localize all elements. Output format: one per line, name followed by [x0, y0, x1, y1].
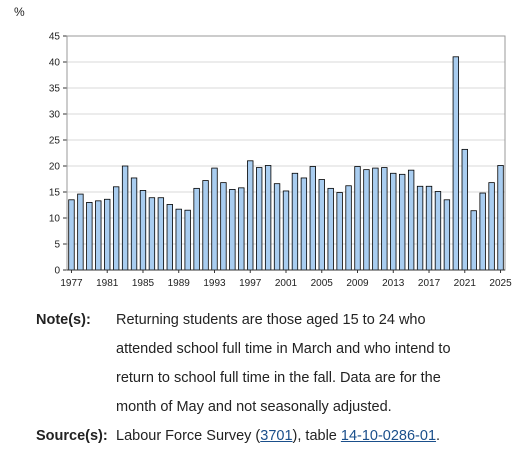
x-tick-label: 2009	[346, 278, 369, 289]
source-post: .	[436, 428, 441, 444]
note-text: Returning students are those aged 15 to …	[116, 306, 506, 422]
bar-1994	[220, 182, 227, 271]
bar-1979	[86, 201, 93, 271]
y-tick-label: 30	[49, 110, 61, 121]
x-tick-label: 2013	[382, 278, 405, 289]
x-tick-label: 1993	[203, 278, 226, 289]
bar-2002	[291, 172, 299, 271]
bar-2004	[309, 166, 316, 271]
y-tick-label: 40	[49, 58, 61, 69]
x-tick-label: 2005	[311, 278, 334, 289]
y-tick-label: 25	[49, 136, 61, 147]
table-link[interactable]: 14-10-0286-01	[340, 428, 437, 444]
bar-1989	[175, 208, 182, 271]
x-tick-label: 2021	[454, 278, 477, 289]
bar-1980	[95, 200, 102, 271]
y-tick-label: 35	[49, 84, 61, 95]
bar-2020	[452, 56, 460, 271]
x-tick-label: 2001	[275, 278, 298, 289]
source-mid: ), table	[292, 428, 341, 444]
bar-1999	[264, 165, 272, 271]
note-line-4: month of May and not seasonally adjusted…	[116, 399, 392, 415]
source-label: Source(s):	[36, 428, 108, 444]
note-label: Note(s):	[36, 312, 91, 328]
bar-2014	[399, 173, 406, 271]
bar-2024	[488, 182, 495, 271]
bar-1993	[211, 167, 218, 271]
bar-1981	[104, 198, 111, 271]
bar-1983	[121, 165, 129, 271]
bar-1991	[193, 187, 200, 271]
bar-1977	[68, 199, 75, 271]
source-text: Labour Force Survey (3701), table 14-10-…	[116, 422, 506, 451]
bar-2007	[336, 192, 343, 271]
bar-2005	[318, 179, 325, 271]
x-tick-label: 1981	[96, 278, 119, 289]
bar-2010	[363, 169, 370, 271]
bar-2003	[300, 177, 308, 271]
note-line-2: attended school full time in March and w…	[116, 341, 451, 357]
bar-1992	[202, 180, 209, 271]
bar-2006	[327, 187, 334, 271]
bar-2019	[443, 199, 451, 271]
x-tick-label: 1985	[132, 278, 155, 289]
bar-1995	[229, 188, 236, 271]
bar-1988	[166, 204, 173, 271]
bar-2001	[282, 190, 290, 271]
y-tick-label: 15	[49, 188, 61, 199]
source-row: Source(s): Labour Force Survey (3701), t…	[36, 422, 506, 451]
bar-2008	[345, 185, 352, 271]
bar-2025	[497, 165, 504, 271]
bar-2023	[479, 192, 486, 271]
y-tick-label: 0	[54, 266, 60, 277]
bar-1996	[238, 187, 245, 271]
bar-1978	[77, 193, 84, 271]
y-unit-label: %	[14, 5, 25, 19]
notes-section: Note(s): Returning students are those ag…	[36, 306, 506, 451]
bar-1997	[247, 160, 254, 271]
bar-1998	[256, 167, 263, 271]
bar-1982	[112, 186, 120, 271]
y-tick-label: 5	[54, 240, 60, 251]
x-tick-label: 2017	[418, 278, 441, 289]
bar-2022	[470, 210, 477, 271]
x-tick-label: 1977	[60, 278, 83, 289]
bar-1985	[139, 190, 147, 271]
y-tick-label: 45	[49, 32, 61, 43]
bar-2009	[354, 166, 361, 271]
note-line-1: Returning students are those aged 15 to …	[116, 312, 426, 328]
y-tick-label: 10	[49, 214, 61, 225]
x-tick-label: 1997	[239, 278, 262, 289]
note-row: Note(s): Returning students are those ag…	[36, 306, 506, 422]
bar-2013	[390, 172, 397, 271]
bar-2012	[381, 167, 388, 271]
note-line-3: return to school full time in the fall. …	[116, 370, 441, 386]
bar-2016	[416, 185, 424, 271]
bar-2017	[425, 185, 433, 271]
bar-2015	[407, 169, 415, 271]
bar-1987	[157, 197, 165, 271]
bar-1984	[130, 177, 138, 271]
bar-2000	[273, 183, 281, 271]
y-tick-label: 20	[49, 162, 61, 173]
bar-2018	[434, 191, 442, 271]
x-tick-label: 2025	[489, 278, 512, 289]
bar-2011	[372, 167, 379, 271]
source-pre: Labour Force Survey (	[116, 428, 261, 444]
x-tick-label: 1989	[168, 278, 191, 289]
survey-link[interactable]: 3701	[260, 428, 293, 444]
bar-2021	[461, 148, 468, 271]
bar-1990	[184, 209, 191, 271]
bar-1986	[148, 197, 156, 271]
